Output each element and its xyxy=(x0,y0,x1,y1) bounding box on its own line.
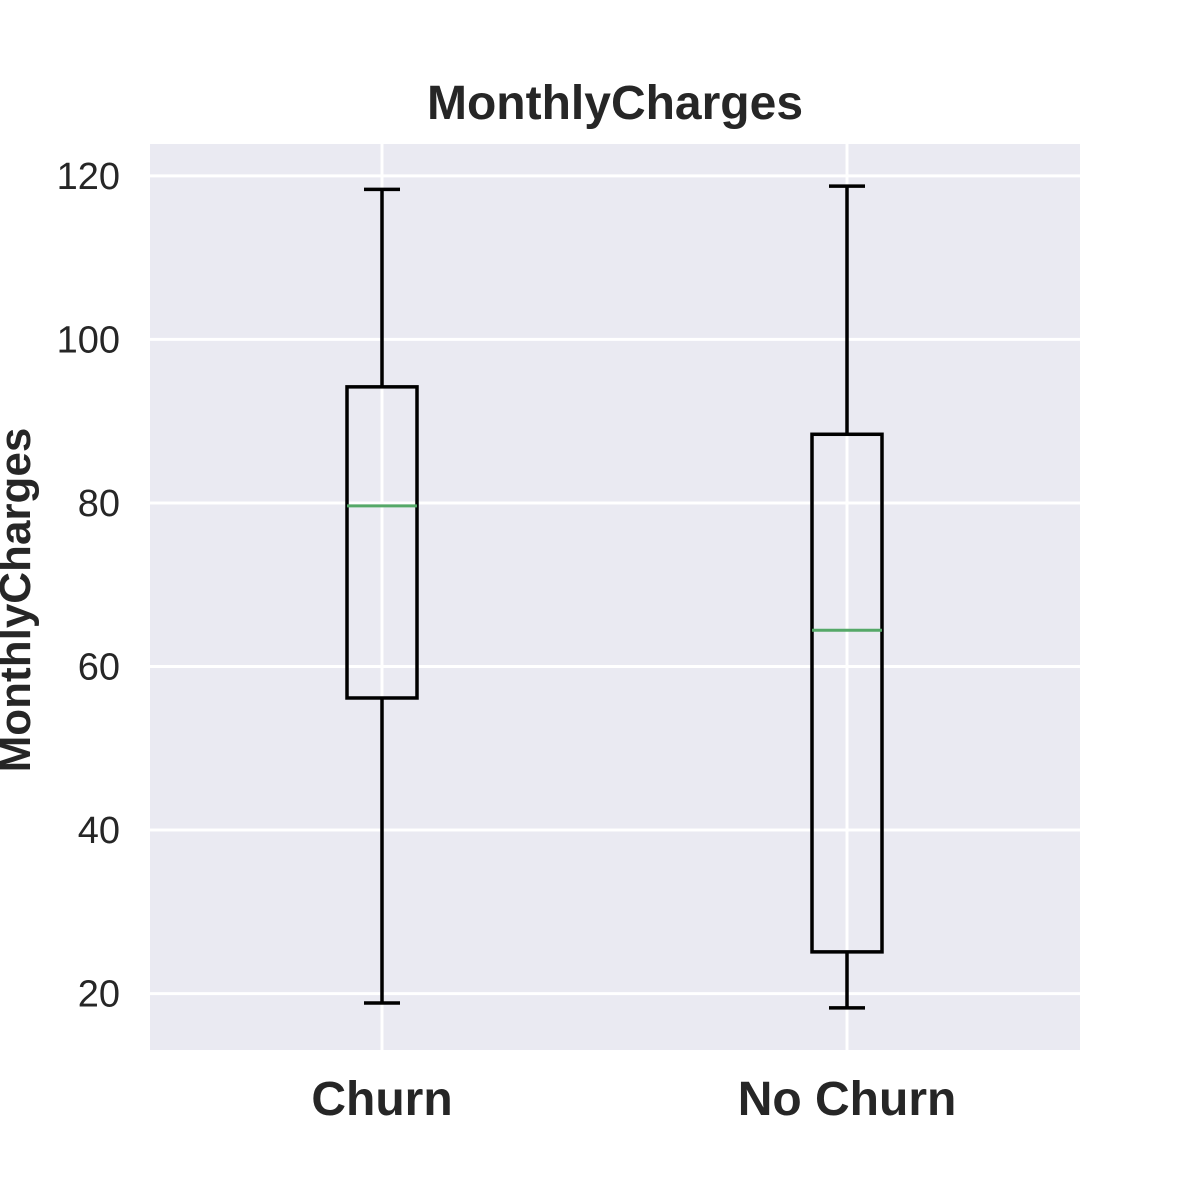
y-tick-labels: 20 40 60 80 100 120 xyxy=(57,156,120,1016)
iqr-box xyxy=(810,432,884,954)
chart-title: MonthlyCharges xyxy=(427,77,803,130)
box-no-churn xyxy=(810,184,884,1010)
x-tick-label: Churn xyxy=(311,1073,452,1126)
x-tick-label: No Churn xyxy=(738,1073,957,1126)
y-tick-label: 20 xyxy=(78,974,120,1016)
plot-area xyxy=(150,144,1080,1050)
y-tick-label: 60 xyxy=(78,647,120,689)
box-churn xyxy=(345,187,419,1005)
y-axis-label: MonthlyCharges xyxy=(0,428,40,773)
y-tick-label: 120 xyxy=(57,156,120,198)
y-tick-label: 100 xyxy=(57,319,120,361)
x-tick-labels: Churn No Churn xyxy=(311,1073,956,1126)
y-tick-label: 80 xyxy=(78,483,120,525)
iqr-box xyxy=(345,385,419,700)
y-tick-label: 40 xyxy=(78,810,120,852)
boxes xyxy=(345,184,884,1010)
